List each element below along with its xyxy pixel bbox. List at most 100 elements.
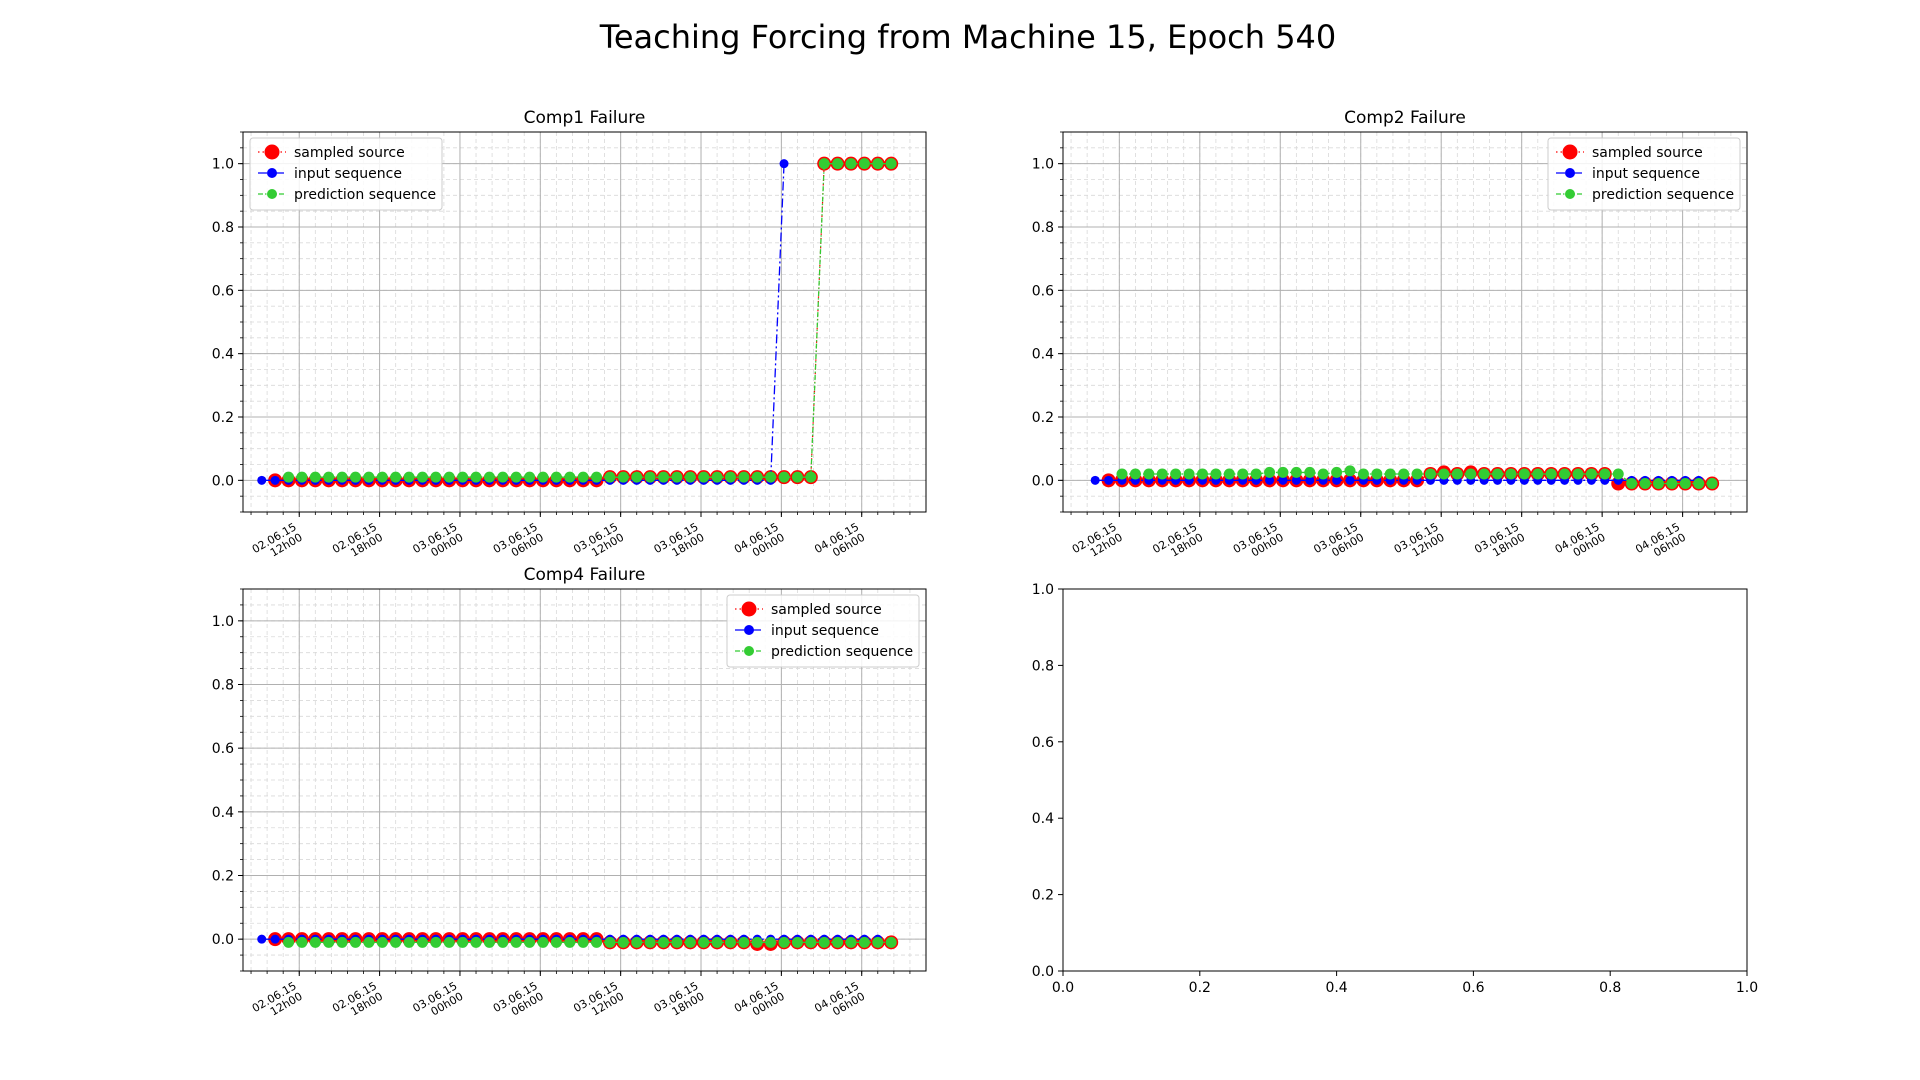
data-point — [858, 936, 870, 948]
data-point — [416, 471, 428, 483]
data-point — [885, 158, 897, 170]
data-point — [577, 471, 589, 483]
legend-label: prediction sequence — [294, 187, 436, 203]
plot-area — [1090, 465, 1720, 491]
y-axis: 0.0 0.2 0.4 0.6 0.8 1.0 — [212, 588, 243, 972]
data-point — [270, 475, 280, 485]
x-tick-label: 1.0 — [1736, 980, 1758, 996]
legend: sampled source input sequence prediction s… — [726, 594, 920, 668]
legend-marker — [1562, 144, 1578, 160]
data-point — [1585, 468, 1597, 480]
data-point — [617, 936, 629, 948]
data-point — [1345, 475, 1355, 485]
y-tick-label: 0.6 — [212, 741, 234, 757]
data-point — [845, 936, 857, 948]
data-point — [1278, 475, 1288, 485]
data-point — [349, 471, 361, 483]
legend-marker — [267, 189, 277, 199]
data-point — [1626, 478, 1638, 489]
data-point — [1612, 468, 1624, 480]
data-point — [738, 471, 750, 483]
x-tick-label: 0.2 — [1189, 980, 1211, 996]
data-point — [577, 936, 589, 948]
data-point — [564, 936, 576, 948]
y-tick-label: 0.0 — [1032, 964, 1054, 980]
data-point — [524, 936, 536, 948]
data-point — [751, 471, 763, 483]
data-point — [1599, 468, 1611, 480]
series-prediction-sequence — [283, 158, 897, 483]
data-point — [443, 471, 455, 483]
y-tick-label: 0.8 — [1032, 658, 1054, 674]
data-point — [537, 471, 549, 483]
y-tick-label: 0.8 — [212, 220, 234, 236]
data-point — [832, 158, 844, 170]
data-point — [537, 936, 549, 948]
data-point — [1492, 468, 1504, 480]
data-point — [1291, 475, 1301, 485]
figure-title: Teaching Forcing from Machine 15, Epoch … — [599, 18, 1337, 56]
data-point — [1104, 475, 1114, 485]
data-point — [658, 936, 670, 948]
y-axis: 0.0 0.2 0.4 0.6 0.8 1.0 — [1032, 131, 1063, 513]
data-point — [336, 471, 348, 483]
data-point — [779, 159, 789, 169]
data-point — [1438, 468, 1450, 480]
data-point — [1424, 468, 1436, 480]
data-point — [591, 471, 603, 483]
data-point — [858, 158, 870, 170]
data-point — [430, 936, 442, 948]
data-point — [818, 158, 830, 170]
data-point — [1196, 468, 1208, 480]
data-point — [457, 936, 469, 948]
data-point — [1371, 468, 1383, 480]
data-point — [1129, 468, 1141, 480]
axes-frame — [1062, 588, 1748, 972]
data-point — [791, 471, 803, 483]
legend-marker — [264, 144, 280, 160]
data-point — [738, 936, 750, 948]
series-prediction-sequence — [283, 936, 897, 948]
legend-marker — [741, 601, 757, 617]
data-point — [564, 471, 576, 483]
data-point — [1451, 468, 1463, 480]
data-point — [617, 471, 629, 483]
data-point — [1265, 475, 1275, 485]
data-point — [1290, 466, 1302, 478]
y-tick-label: 0.4 — [1032, 347, 1054, 363]
axes-frame — [242, 131, 927, 513]
x-axis: 0.0 0.2 0.4 0.6 0.8 1.0 — [1052, 971, 1758, 996]
y-tick-label: 0.4 — [212, 347, 234, 363]
y-tick-label: 0.4 — [1032, 811, 1054, 827]
data-point — [765, 936, 777, 948]
data-point — [470, 471, 482, 483]
axes-frame — [1062, 131, 1748, 513]
y-tick-label: 1.0 — [1032, 157, 1054, 173]
legend-label: sampled source — [771, 602, 882, 618]
data-point — [257, 475, 267, 485]
data-point — [698, 936, 710, 948]
data-point — [1090, 475, 1100, 485]
data-point — [631, 471, 643, 483]
data-point — [1317, 468, 1329, 480]
legend-box — [1547, 137, 1741, 211]
legend-marker — [744, 646, 754, 656]
data-point — [832, 936, 844, 948]
y-tick-label: 0.2 — [1032, 888, 1054, 904]
data-point — [349, 936, 361, 948]
data-point — [1331, 466, 1343, 478]
legend-marker — [267, 168, 277, 178]
data-point — [336, 936, 348, 948]
data-point — [1398, 468, 1410, 480]
data-point — [1559, 468, 1571, 480]
y-tick-label: 0.6 — [1032, 735, 1054, 751]
data-point — [390, 936, 402, 948]
data-point — [1116, 468, 1128, 480]
y-tick-label: 0.8 — [1032, 220, 1054, 236]
data-point — [778, 936, 790, 948]
legend-marker — [744, 625, 754, 635]
data-point — [1210, 468, 1222, 480]
y-tick-label: 0.8 — [212, 678, 234, 694]
data-point — [1572, 468, 1584, 480]
data-point — [818, 936, 830, 948]
